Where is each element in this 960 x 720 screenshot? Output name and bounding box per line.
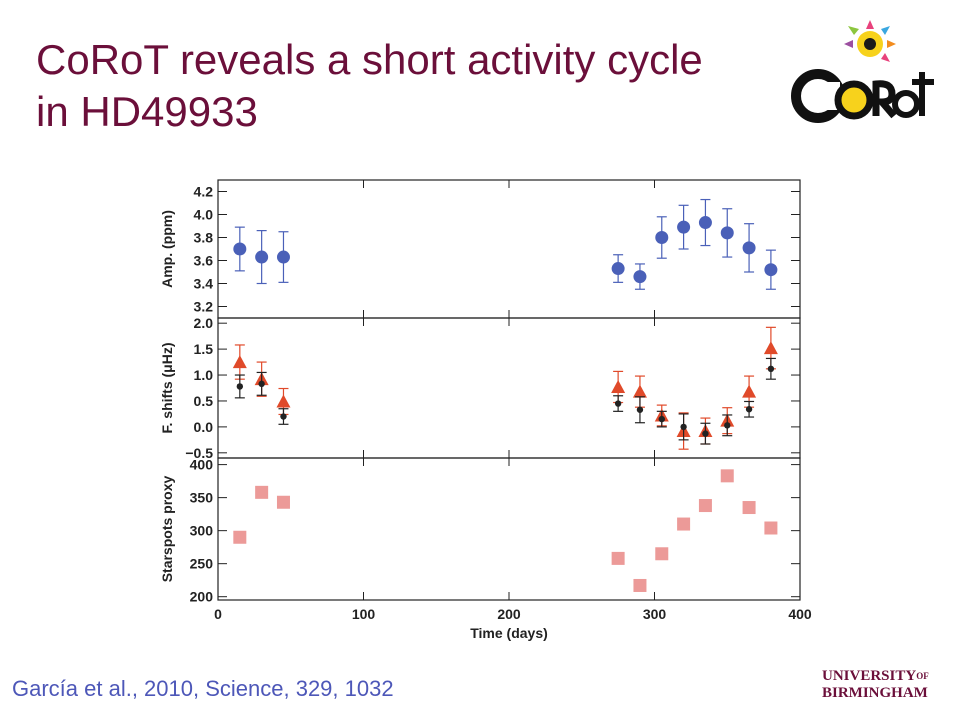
citation: García et al., 2010, Science, 329, 1032 [12, 676, 394, 701]
x-tick-label: 400 [788, 606, 812, 622]
y-tick-label: 3.2 [194, 299, 214, 315]
x-tick-label: 300 [643, 606, 667, 622]
data-point [720, 226, 734, 240]
x-tick-label: 100 [352, 606, 376, 622]
data-point [636, 406, 644, 413]
y-axis-label: F. shifts (μHz) [159, 342, 175, 433]
panel-3-frame [217, 457, 801, 601]
chart-figure: 3.2 3.4 3.6 3.8 4.0 4.2 Amp. (ppm) −0.5 0.0 0.5 1.… [159, 179, 812, 641]
y-tick-label: 4.0 [194, 207, 214, 223]
corot-wordmark [791, 69, 934, 123]
y-tick-label: 2.0 [194, 315, 214, 331]
y-tick-label: 3.4 [194, 276, 214, 292]
x-axis-label: Time (days) [470, 625, 548, 641]
data-point [614, 400, 622, 407]
data-point [742, 384, 757, 398]
y-tick-label: 3.6 [194, 253, 214, 269]
data-point [233, 242, 247, 256]
data-point [677, 517, 691, 531]
university-line1: UNIVERSITY [822, 668, 917, 684]
y-tick-label: 400 [190, 457, 214, 473]
data-point [677, 220, 691, 234]
data-point [276, 394, 291, 408]
data-point [680, 423, 687, 431]
data-point [280, 413, 287, 420]
data-point [633, 270, 647, 284]
data-point [633, 578, 647, 592]
data-point [611, 262, 625, 276]
data-point [258, 380, 265, 388]
y-tick-label: −0.5 [185, 445, 213, 461]
y-tick-label: 0.0 [194, 419, 214, 435]
data-point [764, 521, 778, 535]
data-point [763, 341, 778, 355]
data-point [764, 263, 778, 277]
y-tick-label: 350 [190, 490, 214, 506]
y-tick-label: 1.0 [194, 367, 214, 383]
data-point [655, 547, 669, 561]
y-tick-label: 4.2 [194, 184, 214, 200]
data-point [255, 250, 269, 264]
data-point [745, 406, 753, 413]
data-point [611, 379, 626, 393]
data-point [255, 485, 269, 499]
data-point [658, 415, 665, 423]
y-axis-label: Amp. (ppm) [159, 210, 175, 288]
y-tick-label: 250 [190, 556, 214, 572]
data-point [232, 355, 247, 369]
data-point [632, 384, 647, 398]
university-of: OF [916, 671, 929, 681]
y-tick-label: 0.5 [194, 393, 214, 409]
data-point [698, 499, 712, 513]
sun-icon [844, 20, 896, 62]
data-point [742, 241, 756, 255]
slide-title: CoRoT reveals a short activity cycle in … [36, 36, 703, 135]
data-point [233, 530, 247, 544]
corot-logo [791, 20, 934, 123]
data-point [742, 501, 756, 515]
y-tick-label: 1.5 [194, 341, 214, 357]
data-point [720, 469, 734, 483]
data-point [724, 422, 731, 429]
data-point [276, 250, 290, 264]
y-tick-label: 200 [190, 589, 214, 605]
y-axis-label: Starspots proxy [159, 475, 175, 582]
data-point [611, 551, 625, 565]
university-logo: UNIVERSITYOF BIRMINGHAM [822, 668, 942, 702]
university-line2: BIRMINGHAM [822, 685, 928, 701]
y-tick-label: 3.8 [194, 230, 214, 246]
x-tick-label: 0 [214, 606, 222, 622]
panel-2-frame [217, 317, 801, 459]
data-point [655, 231, 669, 244]
x-tick-label: 200 [497, 606, 521, 622]
data-point [702, 430, 709, 437]
data-point [698, 216, 712, 230]
data-point [236, 383, 244, 390]
panel-1-frame [217, 179, 801, 319]
y-tick-label: 300 [190, 523, 214, 539]
data-point [276, 495, 290, 509]
data-point [767, 365, 775, 373]
